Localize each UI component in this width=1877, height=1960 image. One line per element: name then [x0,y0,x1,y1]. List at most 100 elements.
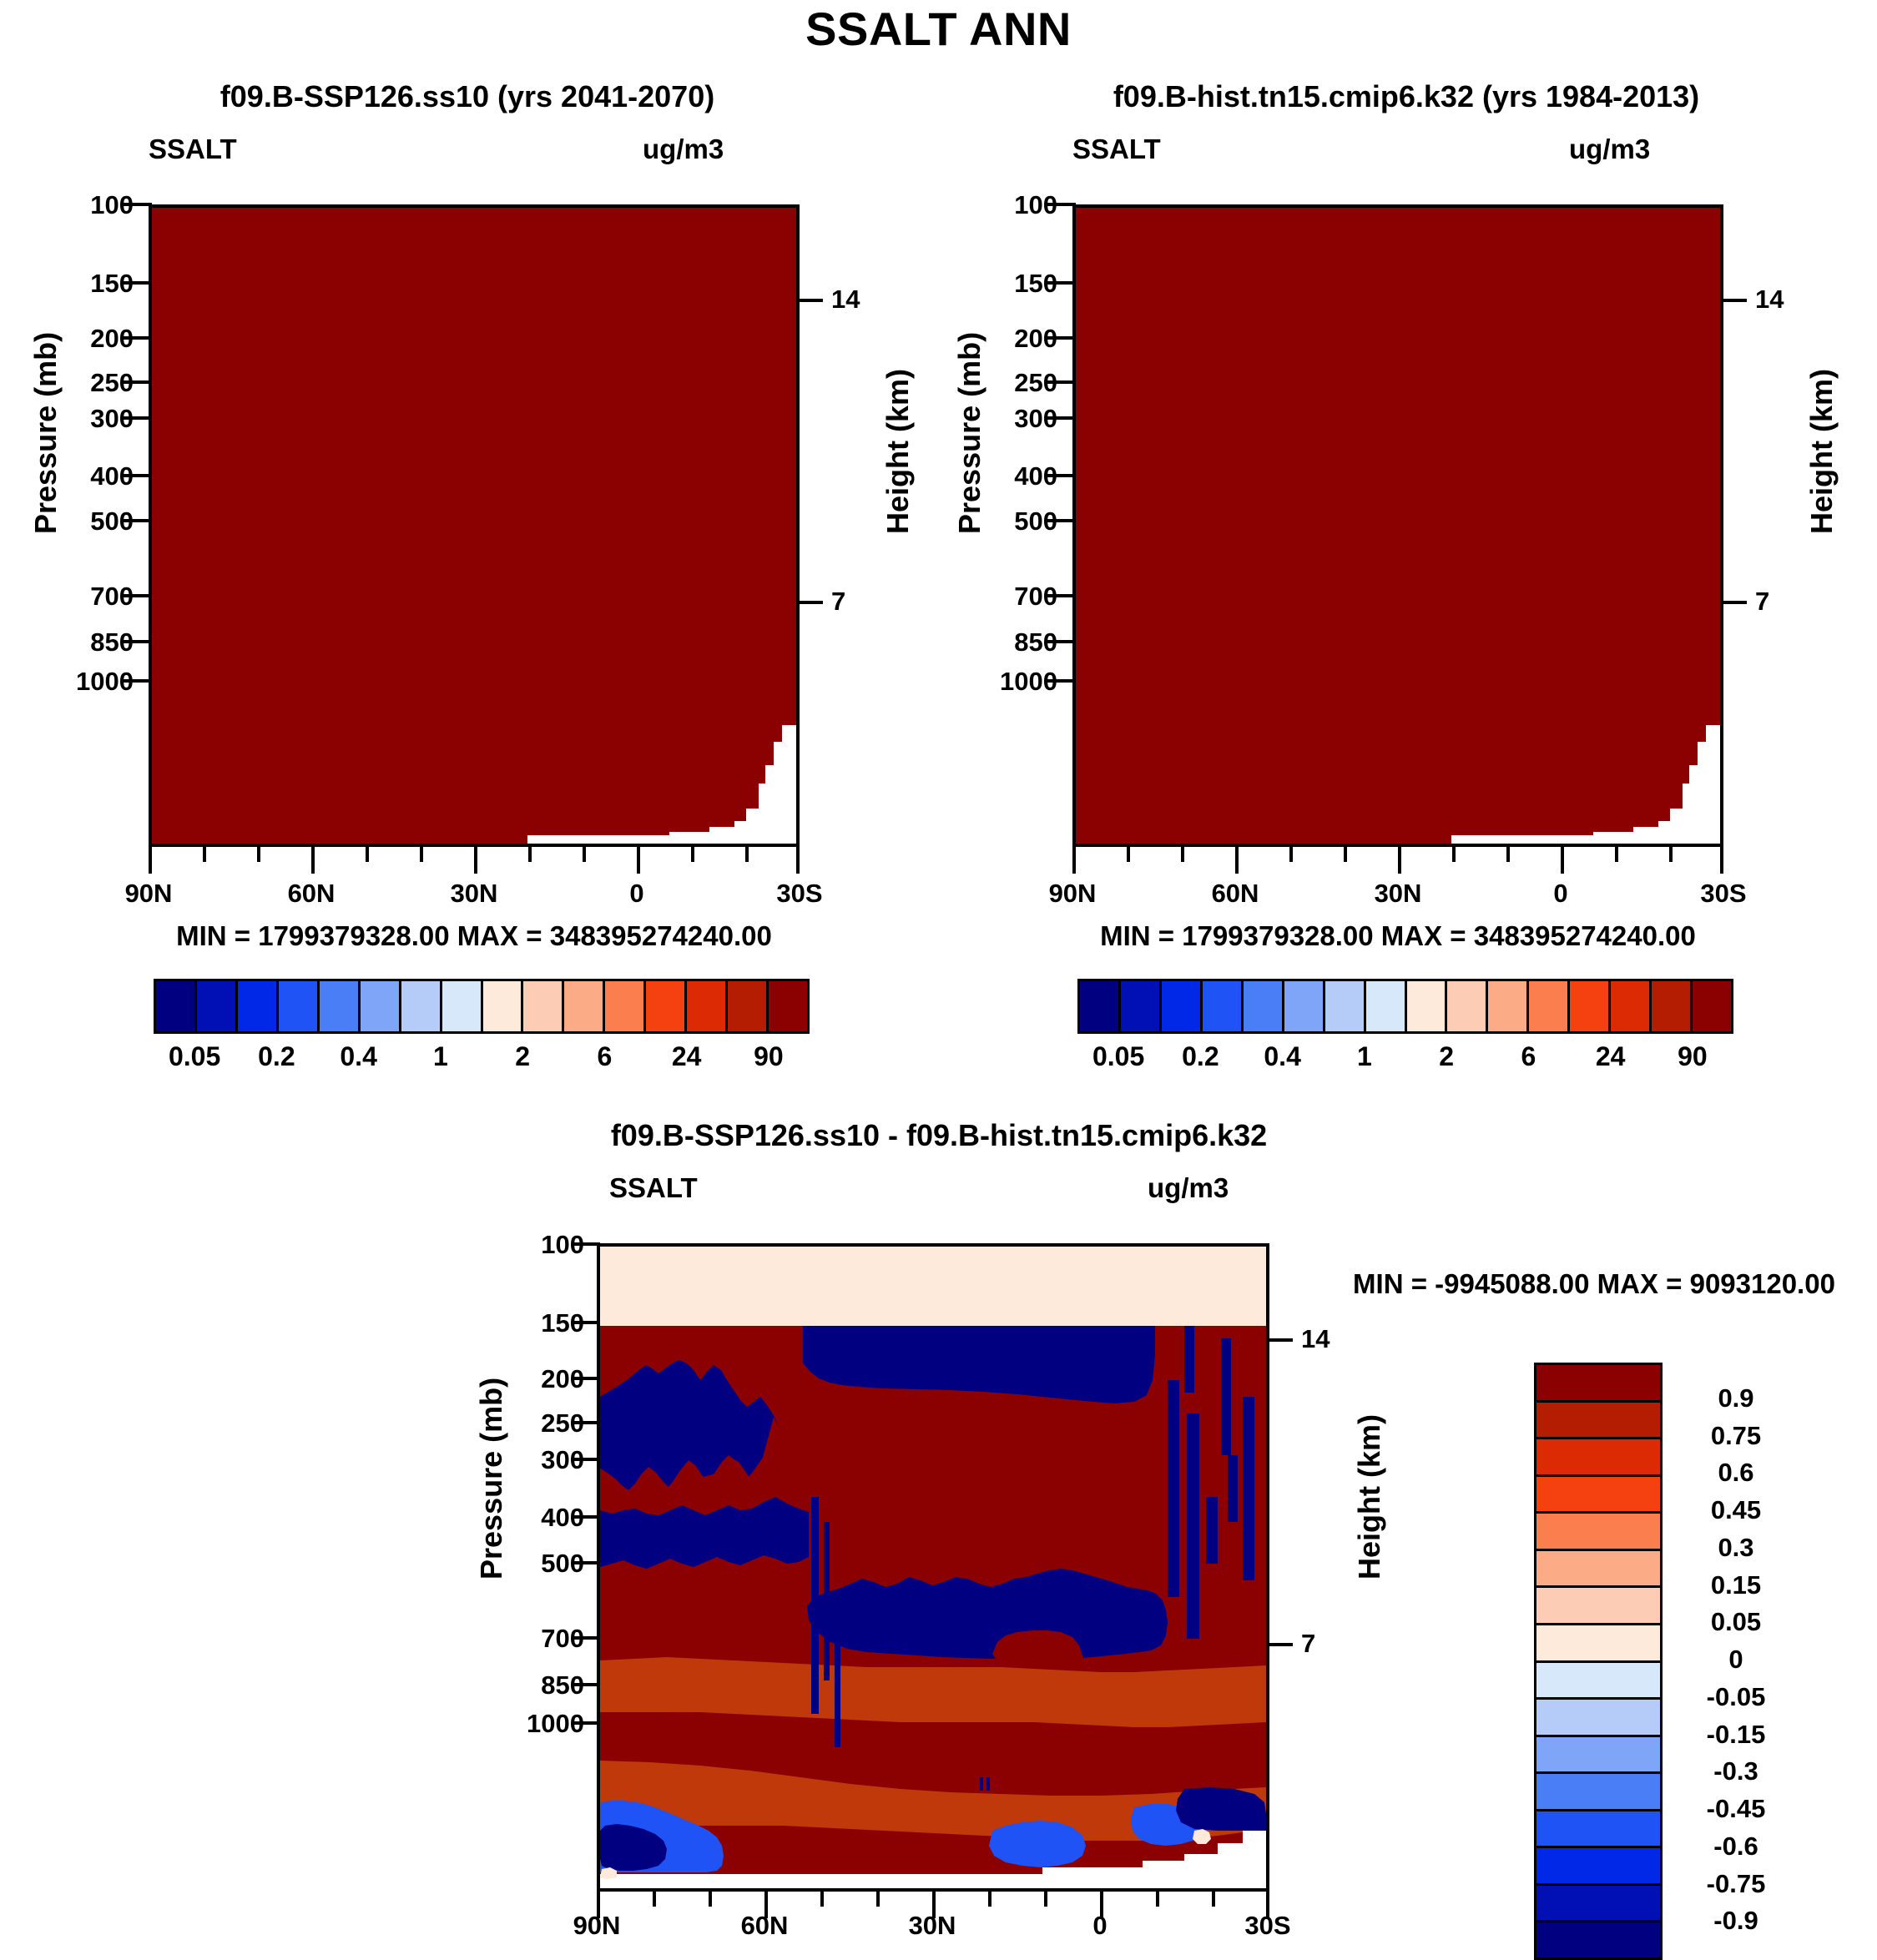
htick-14-bt: 14 [1301,1324,1330,1353]
colorbar-cell-left-14 [728,981,769,1031]
xtick-90N-tr: 90N [1048,879,1097,908]
htickmark-14-bt [1266,1338,1293,1342]
colorbar-cell-left-4 [319,981,361,1031]
colorbar-cell-diff-14 [1536,1885,1660,1923]
xtick-60N-tl: 60N [287,879,336,908]
htick-7-tr: 7 [1755,587,1770,616]
colorbar-label-left-0.2: 0.2 [258,1041,295,1071]
xtickmark-90N-tr [1072,847,1076,874]
colorbar-label-diff-12: -0.6 [1713,1831,1758,1861]
ytick-850-tr: 850 [1014,627,1057,657]
colorbar-cell-diff-6 [1536,1588,1660,1625]
colorbar-label-left-90: 90 [754,1041,784,1071]
panel-title-top-left: f09.B-SSP126.ss10 (yrs 2041-2070) [219,79,715,113]
xtickmark-minor7-tr [1615,847,1618,862]
ytickmark-200-tl [124,336,152,340]
colorbar-cell-left-13 [687,981,729,1031]
xtickmark-30N-bt [932,1892,936,1918]
plot-area-difference [597,1243,1269,1892]
diff-blue-streak-south-3 [1206,1497,1218,1564]
colorbar-cell-left-0 [156,981,197,1031]
ytickmark-150-tr [1047,281,1076,285]
colorbar-label-diff-3: 0.45 [1710,1495,1762,1524]
diff-blue-midlevel-tongue [807,1569,1168,1659]
diff-blue-sliver-south-upper [1184,1326,1194,1393]
ytickmark-400-tl [124,474,152,477]
diff-orange-band-low [600,1761,1266,1841]
xtickmark-minor5-bt [988,1892,991,1907]
xtickmark-minor5-tl [528,847,532,862]
xtick-90N-tl: 90N [124,879,173,908]
colorbar-label-right-0.05: 0.05 [1092,1041,1145,1071]
diff-band-near-zero-upper [600,1247,1266,1326]
colorbar-cell-left-7 [441,981,483,1031]
htick-7-bt: 7 [1301,1629,1316,1658]
colorbar-cell-diff-15 [1536,1922,1660,1957]
ytickmark-200-tr [1047,336,1076,340]
y-axis-title-difference: Pressure (mb) [474,1377,508,1580]
htickmark-7-tl [796,601,823,604]
plot-units-label-top-right: ug/m3 [1569,134,1651,164]
xtickmark-minor1-tr [1127,847,1130,862]
xtickmark-90N-tl [149,847,152,874]
ytickmark-400-tr [1047,474,1076,477]
xtickmark-minor2-bt [709,1892,712,1907]
colorbar-cell-right-8 [1406,981,1448,1031]
diff-dark-red-band-lower [600,1712,1266,1782]
ytickmark-850-tr [1047,640,1076,643]
colorbar-label-right-1: 1 [1356,1041,1372,1071]
colorbar-cell-right-4 [1243,981,1284,1031]
ytickmark-1000-bt [573,1721,600,1725]
colorbar-label-diff-8: -0.05 [1706,1681,1766,1711]
terrain-mask-antarctica-diff [1042,1831,1266,1888]
diff-red-pocket-midlevel [992,1630,1082,1667]
colorbar-label-diff-0: 0.9 [1718,1383,1754,1413]
xtickmark-minor6-tl [583,847,586,862]
diff-blue-dot-1 [825,1619,835,1629]
ytickmark-850-bt [573,1683,600,1686]
xtick-90N-bt: 90N [573,1911,621,1940]
ytick-1000-tl: 1000 [76,667,134,696]
htickmark-14-tl [796,299,823,302]
xtickmark-90N-bt [597,1892,600,1918]
ytickmark-250-tr [1047,380,1076,384]
diff-blue-tick-1 [980,1777,983,1791]
colorbar-label-left-0.4: 0.4 [340,1041,377,1071]
colorbar-cell-right-15 [1693,981,1731,1031]
diff-blue-nh-mid-upper [600,1360,792,1490]
ytickmark-250-tl [124,380,152,384]
colorbar-label-diff-6: 0.05 [1710,1607,1762,1637]
xtickmark-minor6-bt [1044,1892,1047,1907]
diff-darkblue-patch-southpole-low [1176,1787,1266,1831]
colorbar-cell-left-8 [482,981,524,1031]
panel-title-top-right: f09.B-hist.tn15.cmip6.k32 (yrs 1984-2013… [1113,79,1700,113]
diff-blue-sliver-south-upper2 [1221,1338,1231,1455]
ytickmark-1000-tl [124,679,152,683]
xtickmark-0-bt [1100,1892,1103,1918]
colorbar-top-right [1077,979,1733,1034]
ytick-1000-tr: 1000 [1000,667,1057,696]
colorbar-cell-diff-7 [1536,1625,1660,1663]
xtick-60N-bt: 60N [740,1911,789,1940]
xtickmark-30S-tr [1720,847,1723,874]
colorbar-cell-left-2 [237,981,279,1031]
colorbar-cell-left-5 [360,981,401,1031]
xtickmark-minor2-tr [1181,847,1184,862]
colorbar-label-diff-13: -0.75 [1706,1868,1766,1898]
xtickmark-60N-tr [1235,847,1239,874]
colorbar-cell-diff-10 [1536,1736,1660,1775]
colorbar-label-diff-11: -0.45 [1706,1794,1766,1823]
xtickmark-0-tl [637,847,640,874]
colorbar-cell-right-13 [1611,981,1652,1031]
colorbar-cell-right-11 [1529,981,1571,1031]
diff-blue-oval-subtropical-south [989,1821,1086,1867]
xtickmark-minor3-bt [820,1892,824,1907]
colorbar-cell-right-1 [1120,981,1162,1031]
ytick-150-tl: 150 [90,269,134,298]
htick-14-tl: 14 [831,285,860,314]
colorbar-cell-right-7 [1365,981,1407,1031]
xtickmark-minor7-tl [691,847,694,862]
contour-fill-top-right [1076,208,1720,844]
diff-pale-pocket-arctic-bottom [600,1867,617,1879]
y2-axis-title-difference: Height (km) [1352,1414,1386,1580]
